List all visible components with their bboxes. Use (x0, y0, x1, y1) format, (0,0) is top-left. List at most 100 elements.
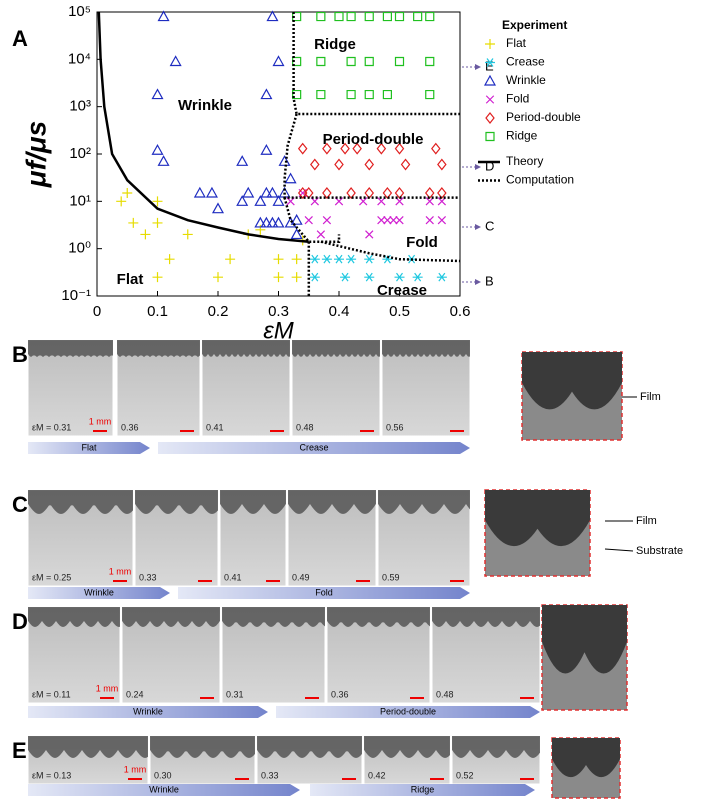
data-point (116, 196, 127, 207)
film-surface (122, 607, 220, 627)
scale-label: 1 mm (89, 416, 112, 426)
film-surface (28, 736, 148, 758)
data-point (322, 187, 332, 199)
data-point (272, 55, 285, 67)
strain-label: 0.52 (456, 770, 474, 780)
x-tick-label: 0.3 (268, 303, 289, 320)
data-point (310, 158, 320, 171)
scale-label: 1 mm (96, 683, 119, 693)
y-tick-label: 10⁴ (68, 50, 91, 67)
phase-label: Wrinkle (84, 587, 114, 597)
phase-label: Wrinkle (133, 706, 163, 716)
y-tick-label: 10² (69, 145, 91, 162)
film-surface (382, 340, 470, 357)
data-point (382, 254, 393, 264)
data-point (400, 158, 411, 171)
strain-label: 0.48 (436, 689, 454, 699)
data-point (346, 56, 356, 67)
legend-label: Period-double (506, 110, 581, 124)
data-point (352, 142, 362, 155)
data-point (346, 89, 356, 100)
side-marker-label: C (485, 218, 494, 233)
phase-diagram: A 0 0.1 0.2 0.3 0.4 0.5 0.6 10⁻¹ 10⁰ 10¹ 10² 10³ 10⁴ 1… (12, 3, 581, 344)
strain-label: 0.30 (154, 770, 172, 780)
film-surface (452, 736, 540, 758)
data-point (376, 142, 387, 155)
data-point (292, 56, 302, 67)
strain-label: 0.41 (206, 422, 224, 432)
y-axis-label: μf/μs (20, 121, 51, 188)
data-point (316, 89, 326, 100)
data-point (316, 11, 326, 22)
data-point (182, 229, 193, 240)
strain-label: 0.41 (224, 572, 242, 582)
strain-label: 0.48 (296, 422, 314, 432)
data-point (284, 172, 297, 184)
legend-symbol (483, 74, 497, 86)
data-point (122, 187, 133, 198)
y-tick-label: 10⁻¹ (61, 287, 91, 304)
data-point (395, 215, 404, 225)
data-point (169, 55, 182, 67)
x-tick-label: 0.4 (329, 303, 350, 320)
panel-label: A (12, 26, 28, 51)
data-point (321, 254, 332, 264)
line-series (283, 12, 461, 296)
data-point (260, 216, 273, 228)
data-point (291, 254, 302, 265)
data-point (309, 272, 320, 282)
data-point (413, 11, 423, 22)
data-point (290, 228, 303, 240)
data-point (297, 142, 308, 155)
data-point (394, 56, 405, 67)
y-tick-label: 10⁰ (68, 240, 91, 257)
region-label: Ridge (314, 36, 356, 53)
phase-arrow (28, 442, 150, 454)
data-point (266, 186, 279, 198)
x-tick-label: 0.5 (389, 303, 410, 320)
x-tick-label: 0.2 (208, 303, 229, 320)
strain-label: εM = 0.13 (32, 770, 71, 780)
film-surface (257, 736, 362, 758)
data-point (151, 88, 164, 100)
strain-label: 0.59 (382, 572, 400, 582)
data-point (273, 254, 284, 265)
x-tick-label: 0 (93, 303, 101, 320)
data-point (236, 155, 249, 166)
data-point (377, 215, 386, 225)
data-point (304, 215, 313, 225)
data-point (260, 88, 273, 100)
film-surface (135, 490, 218, 514)
legend-symbol (485, 95, 495, 104)
panel-label: B (12, 342, 28, 367)
data-point (290, 213, 303, 225)
x-tick-label: 0.6 (450, 303, 471, 320)
callout-label: Film (640, 391, 661, 403)
inset-film (522, 352, 622, 410)
data-point (140, 229, 151, 240)
callout-label: Substrate (636, 545, 683, 557)
data-point (340, 142, 350, 155)
data-point (322, 142, 332, 155)
strain-label: εM = 0.31 (32, 422, 71, 432)
data-point (242, 186, 255, 198)
legend-label: Theory (506, 154, 543, 168)
film-surface (222, 607, 325, 627)
film-surface (117, 340, 200, 357)
data-point (157, 155, 170, 166)
panel-label: E (12, 738, 27, 763)
data-point (292, 89, 302, 100)
data-point (340, 272, 351, 282)
film-surface (378, 490, 470, 514)
strain-label: 0.49 (292, 572, 310, 582)
data-point (157, 10, 170, 22)
plot-frame (96, 11, 461, 297)
phase-arrow (310, 784, 535, 796)
data-point (205, 186, 218, 198)
data-point (211, 202, 225, 214)
data-point (151, 144, 164, 155)
data-point (334, 158, 344, 171)
phase-arrow (28, 587, 170, 599)
